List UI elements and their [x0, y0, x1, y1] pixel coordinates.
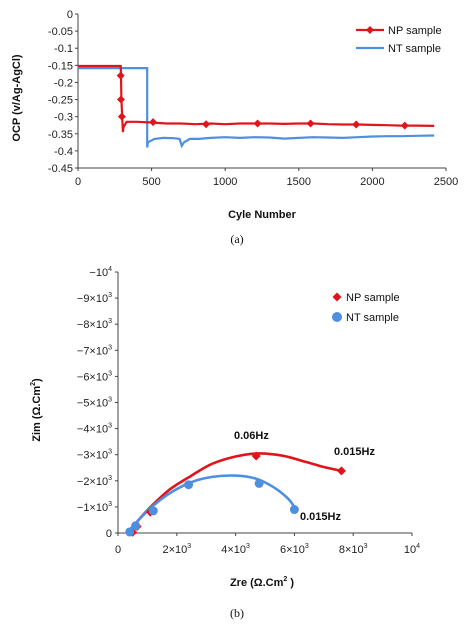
y-tick-label-a: -0.1 [54, 43, 73, 55]
data-point-np [336, 466, 346, 476]
caption-a: (a) [230, 232, 243, 246]
legend-a: NP sample NT sample [356, 25, 442, 55]
data-point-np [352, 120, 361, 129]
y-tick-label-b: 0 [106, 528, 112, 540]
data-point-np [149, 118, 158, 127]
y-tick-label-b: −1×103 [77, 501, 112, 514]
series-line-np-sample [78, 64, 435, 133]
y-tick-label-a: -0.3 [54, 112, 73, 124]
data-point-np [253, 119, 262, 128]
x-tick-label-a: 1000 [213, 176, 237, 188]
legend-marker [332, 312, 342, 322]
data-point-nt [125, 527, 135, 537]
x-tick-label-b: 104 [404, 543, 420, 556]
y-tick-label-b: −7×103 [77, 344, 112, 357]
y-tick-label-b: −5×103 [77, 397, 112, 410]
data-point-nt [184, 480, 194, 490]
x-axis-label-b: Zre (Ω.Cm2 ) [230, 576, 294, 589]
annotation-np-0.06hz: 0.06Hz [234, 430, 269, 442]
y-axis-label-a: OCP (v/Ag-AgCl) [11, 54, 23, 142]
x-tick-label-b: 2×103 [162, 543, 191, 556]
data-point-nt [131, 521, 141, 531]
data-point-nt [254, 478, 264, 488]
y-tick-label-b: −6×103 [77, 370, 112, 383]
x-tick-label-b: 8×103 [339, 543, 368, 556]
annotation-np-0.015hz: 0.015Hz [334, 446, 375, 458]
legend-label: NP sample [346, 292, 400, 304]
y-tick-label-a: -0.2 [54, 77, 73, 89]
x-tick-label-a: 1500 [287, 176, 311, 188]
y-tick-label-a: -0.05 [48, 26, 73, 38]
data-point-nt [289, 505, 299, 515]
y-tick-label-a: -0.25 [48, 95, 73, 107]
series-line-nt-sample [78, 67, 435, 149]
x-tick-label-b: 6×103 [280, 543, 309, 556]
y-tick-label-a: -0.15 [48, 60, 73, 72]
legend-marker [332, 292, 342, 302]
caption-b: (b) [230, 606, 244, 620]
x-axis-label-a: Cyle Number [228, 209, 297, 221]
x-tick-label-a: 500 [142, 176, 160, 188]
x-tick-label-a: 2500 [434, 176, 458, 188]
y-tick-label-b: −9×103 [77, 292, 112, 305]
x-tick-label-b: 4×103 [221, 543, 250, 556]
data-point-np [400, 121, 409, 130]
legend-label: NT sample [388, 43, 441, 55]
y-tick-label-a: -0.35 [48, 129, 73, 141]
legend-label: NP sample [388, 25, 442, 37]
y-tick-label-b: −104 [89, 266, 112, 279]
data-point-np [116, 71, 125, 80]
legend-b: NP sample NT sample [332, 292, 400, 324]
legend-marker [366, 26, 374, 34]
y-tick-label-a: -0.4 [54, 146, 73, 158]
data-point-np [116, 95, 125, 104]
panel-a: 0 -0.05 -0.1 -0.15 -0.2 -0.25 -0.3 -0.35 -0.4 -0.… [11, 9, 458, 246]
y-axis-label-b: Zim (Ω.Cm2) [30, 378, 43, 442]
data-point-np [117, 112, 126, 121]
legend-label: NT sample [346, 312, 399, 324]
annotation-nt-0.015hz: 0.015Hz [300, 511, 341, 523]
data-point-np [251, 451, 261, 461]
x-tick-label-a: 2000 [360, 176, 384, 188]
data-point-np [306, 119, 315, 128]
data-point-nt [148, 506, 158, 516]
data-point-np [202, 120, 211, 129]
x-tick-label-b: 0 [115, 544, 121, 556]
y-tick-label-b: −3×103 [77, 449, 112, 462]
panel-b: 0 −1×103 −2×103 −3×103 −4×103 −5×103 −6×103 −7×… [30, 266, 420, 620]
x-tick-label-a: 0 [75, 176, 81, 188]
y-tick-label-b: −4×103 [77, 423, 112, 436]
y-tick-label-b: −2×103 [77, 475, 112, 488]
y-tick-label-a: -0.45 [48, 163, 73, 175]
y-tick-label-b: −8×103 [77, 318, 112, 331]
y-tick-label-a: 0 [67, 9, 73, 21]
